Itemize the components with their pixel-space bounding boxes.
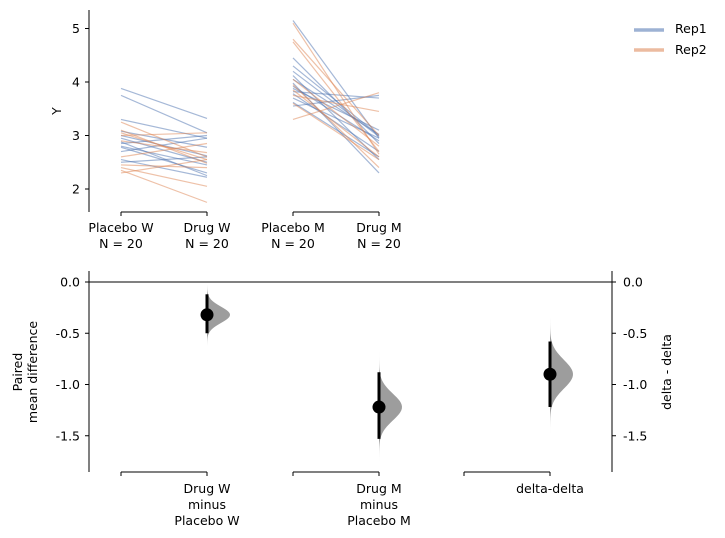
- legend-label-rep1: Rep1: [675, 21, 707, 36]
- legend: Rep1 Rep2: [634, 21, 707, 57]
- paired-line-rep1: [120, 141, 208, 177]
- right-y-axis-label: delta - delta: [659, 334, 674, 410]
- bootstrap-distribution: [379, 351, 402, 462]
- paired-line-rep2: [292, 78, 380, 147]
- right-y-tick-label: 0.0: [623, 275, 643, 290]
- y-axis-label: Y: [49, 107, 64, 116]
- right-y-tick-label: -1.5: [623, 428, 647, 443]
- paired-line-rep2: [292, 38, 380, 136]
- y-tick-label: -1.0: [56, 377, 80, 392]
- x-tick-label: Placebo W: [88, 220, 153, 235]
- paired-line-rep1: [120, 87, 208, 119]
- x-tick-label: Placebo M: [347, 513, 411, 528]
- mean-difference-markers: [200, 308, 557, 414]
- mean-difference-point: [543, 367, 557, 381]
- paired-line-rep2: [120, 169, 208, 203]
- paired-line-rep2: [120, 158, 208, 174]
- paired-line-rep1: [292, 93, 380, 153]
- x-tick-label: delta-delta: [516, 481, 584, 496]
- x-tick-label: Drug W: [184, 220, 231, 235]
- bootstrap-distribution: [550, 317, 573, 434]
- x-tick-sample-size: N = 20: [99, 236, 143, 251]
- mean-difference-point: [372, 400, 386, 414]
- x-tick-label: Placebo M: [261, 220, 325, 235]
- paired-lines: [120, 20, 380, 203]
- paired-line-rep2: [120, 132, 208, 137]
- legend-label-rep2: Rep2: [675, 42, 707, 57]
- mean-difference-point: [200, 308, 214, 322]
- y-tick-label: 5: [72, 21, 80, 36]
- paired-line-rep2: [292, 89, 380, 158]
- paired-line-rep1: [120, 158, 208, 178]
- x-tick-label: Drug M: [356, 220, 401, 235]
- paired-line-rep1: [292, 101, 380, 158]
- y-tick-label: -1.5: [56, 428, 80, 443]
- paired-line-rep2: [120, 142, 208, 158]
- x-tick-label: Placebo W: [174, 513, 239, 528]
- effect-size-panel: 0.0 0.0 -0.5 -0.5 -1.0 -1.0 -1.5 -1.5 Paired me…: [10, 271, 674, 528]
- paired-line-rep1: [120, 94, 208, 134]
- y-ticks: 0.0 0.0 -0.5 -0.5 -1.0 -1.0 -1.5 -1.5: [56, 275, 648, 444]
- y-tick-label: -0.5: [56, 326, 80, 341]
- x-tick-sample-size: N = 20: [185, 236, 229, 251]
- y-tick-label: 3: [72, 128, 80, 143]
- paired-line-rep2: [120, 140, 208, 154]
- paired-line-rep1: [292, 87, 380, 131]
- paired-line-rep2: [292, 94, 380, 113]
- paired-line-rep1: [120, 137, 208, 153]
- confidence-intervals: [205, 294, 552, 439]
- y-ticks: 2 3 4 5: [72, 21, 89, 197]
- y-axis-label-line1: Paired: [10, 353, 25, 392]
- paired-line-rep2: [292, 41, 380, 152]
- paired-line-rep2: [292, 102, 380, 161]
- x-tick-sample-size: N = 20: [271, 236, 315, 251]
- bootstrap-distribution: [207, 285, 230, 346]
- y-tick-label: 0.0: [60, 275, 80, 290]
- y-tick-label: 2: [72, 182, 80, 197]
- right-y-tick-label: -0.5: [623, 326, 647, 341]
- x-tick-label: Drug M: [356, 481, 401, 496]
- paired-line-rep1: [120, 118, 208, 139]
- x-tick-label: Drug W: [184, 481, 231, 496]
- paired-line-rep1: [292, 78, 380, 135]
- x-tick-label: minus: [360, 497, 398, 512]
- right-y-tick-label: -1.0: [623, 377, 647, 392]
- y-tick-label: 4: [72, 75, 80, 90]
- x-tick-sample-size: N = 20: [357, 236, 401, 251]
- paired-line-rep2: [292, 92, 380, 121]
- x-tick-label: minus: [188, 497, 226, 512]
- y-axis-label-line2: mean difference: [25, 321, 40, 423]
- bootstrap-distributions: [207, 285, 573, 462]
